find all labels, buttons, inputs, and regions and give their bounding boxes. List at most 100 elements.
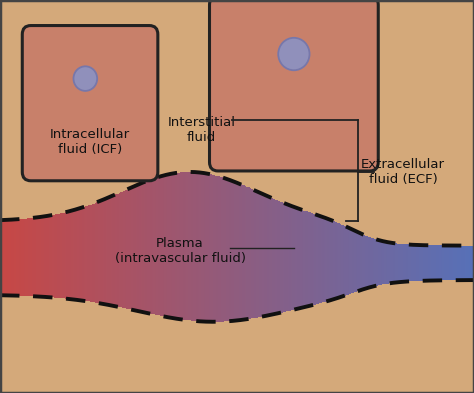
Bar <box>147 181 148 313</box>
Bar <box>60 213 62 298</box>
Bar <box>36 217 38 296</box>
Bar <box>55 214 57 298</box>
Bar <box>28 219 30 296</box>
Bar <box>96 202 98 303</box>
Bar <box>373 239 374 286</box>
Bar <box>223 178 224 321</box>
Bar <box>68 211 70 299</box>
Bar <box>226 179 228 321</box>
Bar <box>455 246 456 280</box>
Bar <box>294 207 295 309</box>
Bar <box>281 202 283 312</box>
Bar <box>288 205 289 311</box>
Bar <box>190 172 191 321</box>
Bar <box>122 192 123 308</box>
Bar <box>160 176 161 316</box>
Bar <box>446 246 447 280</box>
Bar <box>345 226 346 296</box>
Bar <box>313 214 314 305</box>
Bar <box>456 246 458 280</box>
Text: Plasma
(intravascular fluid): Plasma (intravascular fluid) <box>115 237 246 264</box>
Bar <box>174 173 175 318</box>
Bar <box>182 172 183 320</box>
Bar <box>202 173 204 321</box>
Bar <box>238 184 240 320</box>
Bar <box>384 242 385 284</box>
Bar <box>65 212 66 299</box>
Bar <box>357 232 359 291</box>
Bar <box>255 190 256 318</box>
Bar <box>341 225 343 297</box>
Bar <box>163 176 164 316</box>
Bar <box>422 245 423 281</box>
Bar <box>136 185 137 310</box>
Bar <box>368 237 370 288</box>
Bar <box>454 246 455 280</box>
Bar <box>251 189 253 318</box>
Bar <box>62 213 63 298</box>
Bar <box>322 217 324 302</box>
Bar <box>101 200 103 304</box>
Bar <box>283 203 284 312</box>
Bar <box>215 176 217 322</box>
Bar <box>248 187 250 319</box>
Text: Extracellular
fluid (ECF): Extracellular fluid (ECF) <box>361 158 445 186</box>
Bar <box>395 243 397 283</box>
Bar <box>11 220 13 296</box>
Bar <box>272 198 273 315</box>
Bar <box>435 245 436 281</box>
Bar <box>416 245 417 281</box>
Bar <box>352 230 354 293</box>
Bar <box>125 190 127 309</box>
Bar <box>209 174 210 322</box>
FancyBboxPatch shape <box>210 0 378 171</box>
Bar <box>76 209 77 300</box>
Bar <box>27 219 28 296</box>
Bar <box>19 219 20 296</box>
Bar <box>460 246 461 280</box>
Bar <box>109 197 110 305</box>
Bar <box>98 202 100 303</box>
Bar <box>158 177 160 316</box>
Bar <box>393 243 395 283</box>
Bar <box>236 182 237 321</box>
Bar <box>471 246 473 280</box>
Bar <box>257 192 259 318</box>
Bar <box>408 244 409 281</box>
Bar <box>70 211 71 299</box>
Bar <box>370 237 371 287</box>
Bar <box>280 202 281 313</box>
Bar <box>439 246 441 280</box>
Bar <box>340 224 341 297</box>
Bar <box>347 227 349 295</box>
Bar <box>43 217 44 297</box>
Bar <box>262 194 264 316</box>
Bar <box>150 180 152 314</box>
Bar <box>213 175 215 322</box>
Bar <box>166 175 167 317</box>
Bar <box>264 195 265 316</box>
Bar <box>314 214 316 305</box>
Bar <box>385 242 387 284</box>
Text: Interstitial
fluid: Interstitial fluid <box>167 116 236 144</box>
Bar <box>442 246 444 280</box>
Bar <box>82 207 84 301</box>
Bar <box>343 225 345 296</box>
Bar <box>114 195 115 306</box>
Bar <box>108 198 109 305</box>
Bar <box>389 242 390 283</box>
Bar <box>291 206 292 310</box>
Bar <box>103 200 104 304</box>
Bar <box>13 220 14 296</box>
Bar <box>212 174 213 322</box>
Bar <box>359 233 360 291</box>
Bar <box>267 196 269 316</box>
Bar <box>185 172 186 320</box>
Bar <box>51 215 52 298</box>
Bar <box>452 246 454 280</box>
Bar <box>104 199 106 304</box>
Bar <box>404 244 406 282</box>
Bar <box>295 208 297 309</box>
Bar <box>54 215 55 298</box>
Bar <box>198 172 199 321</box>
